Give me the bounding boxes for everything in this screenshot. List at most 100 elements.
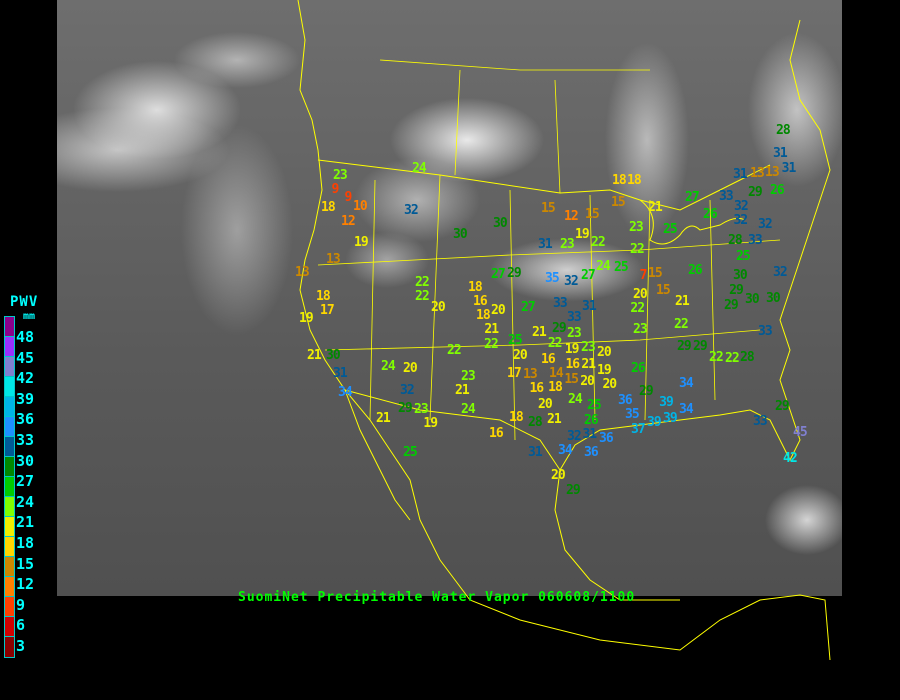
station-pwv-value: 13	[750, 165, 765, 181]
station-pwv-value: 29	[552, 320, 567, 336]
color-scale-label: 45	[16, 348, 35, 367]
station-pwv-value: 32	[404, 202, 419, 218]
station-pwv-value: 15	[585, 206, 600, 222]
color-scale-swatch	[5, 597, 14, 617]
station-pwv-value: 34	[338, 384, 353, 400]
station-pwv-value: 21	[455, 382, 470, 398]
station-pwv-value: 18	[316, 288, 331, 304]
station-pwv-value: 26	[770, 182, 785, 198]
station-pwv-value: 29	[748, 184, 763, 200]
color-scale-swatch	[5, 477, 14, 497]
station-pwv-value: 29	[507, 265, 522, 281]
color-scale-label: 3	[16, 637, 26, 655]
station-pwv-value: 32	[567, 428, 582, 444]
station-pwv-value: 24	[412, 160, 427, 176]
color-scale-swatch	[5, 577, 14, 597]
color-scale-swatch	[5, 377, 14, 397]
color-scale-swatch	[5, 617, 14, 637]
station-pwv-value: 18	[468, 279, 483, 295]
color-scale-swatch	[5, 337, 14, 357]
station-pwv-value: 21	[675, 293, 690, 309]
station-pwv-value: 23	[560, 236, 575, 252]
station-pwv-value: 31	[781, 160, 797, 176]
station-pwv-value: 31	[333, 365, 348, 381]
station-pwv-value: 21	[376, 410, 391, 426]
station-pwv-value: 24	[381, 358, 396, 374]
color-scale-swatch	[5, 537, 14, 557]
station-pwv-value: 15	[656, 282, 671, 298]
station-pwv-value: 23	[414, 401, 429, 417]
color-scale-swatch	[5, 457, 14, 477]
station-pwv-value: 18	[321, 199, 336, 215]
station-pwv-value: 29	[724, 297, 739, 313]
station-pwv-value: 23	[461, 368, 476, 384]
color-scale-label: 21	[16, 513, 35, 532]
mexico-east-coast	[554, 469, 680, 601]
station-pwv-value: 29	[677, 338, 692, 354]
color-scale-swatch	[5, 317, 14, 337]
station-pwv-value: 27	[685, 189, 700, 205]
station-pwv-value: 16	[541, 351, 556, 367]
station-pwv-value: 23	[633, 321, 648, 337]
station-pwv-value: 16	[489, 425, 504, 441]
station-pwv-value: 19	[575, 226, 590, 242]
station-pwv-value: 24	[596, 258, 611, 274]
station-pwv-value: 25	[403, 444, 418, 460]
color-scale-swatch	[5, 517, 14, 537]
station-pwv-value: 20	[538, 396, 553, 412]
station-pwv-value: 26	[631, 360, 646, 376]
station-pwv-value: 20	[491, 302, 506, 318]
station-pwv-value: 22	[415, 288, 430, 304]
station-pwv-value: 35	[545, 270, 560, 286]
color-scale-label: 42	[16, 369, 35, 388]
station-pwv-value: 30	[493, 215, 508, 231]
station-pwv-value: 23	[333, 167, 348, 183]
station-pwv-value: 39	[659, 395, 674, 411]
station-pwv-value: 34	[679, 401, 694, 417]
station-pwv-value: 15	[611, 194, 626, 210]
station-pwv-value: 10	[353, 198, 368, 214]
station-pwv-value: 9	[344, 189, 353, 205]
station-pwv-value: 31	[733, 166, 748, 182]
station-pwv-value: 21	[648, 199, 663, 215]
us-mexico-border	[344, 389, 561, 471]
station-pwv-value: 24	[461, 401, 476, 417]
color-scale-bar	[4, 316, 15, 658]
station-pwv-value: 26	[584, 412, 599, 428]
station-pwv-value: 31	[582, 298, 597, 314]
station-pwv-value: 45	[793, 424, 808, 440]
station-pwv-value: 33	[758, 323, 773, 339]
station-pwv-value: 25	[508, 332, 523, 348]
station-pwv-value: 9	[331, 181, 340, 197]
station-pwv-value: 32	[400, 382, 415, 398]
station-pwv-value: 20	[403, 360, 418, 376]
color-scale-swatch	[5, 637, 14, 657]
station-pwv-value: 17	[507, 365, 522, 381]
station-pwv-value: 33	[748, 232, 763, 248]
station-pwv-value: 17	[320, 303, 335, 319]
station-pwv-value: 31	[538, 236, 553, 252]
map-caption: SuomiNet Precipitable Water Vapor 060608…	[238, 590, 636, 605]
station-pwv-value: 28	[528, 414, 543, 430]
station-pwv-value: 31	[582, 427, 597, 443]
station-pwv-value: 25	[663, 221, 678, 237]
color-scale-swatch	[5, 397, 14, 417]
color-scale-label: 6	[16, 616, 26, 635]
station-pwv-value: 27	[581, 267, 596, 283]
great-lakes	[639, 199, 746, 245]
station-pwv-value: 34	[679, 375, 694, 391]
baja-coast	[344, 389, 411, 521]
station-pwv-value: 25	[587, 397, 602, 413]
station-pwv-value: 19	[564, 341, 580, 357]
color-scale-swatch	[5, 437, 14, 457]
station-pwv-value: 20	[513, 347, 528, 363]
station-pwv-value: 29	[729, 283, 744, 299]
station-pwv-value: 20	[597, 344, 612, 360]
color-scale-swatch	[5, 417, 14, 437]
station-pwv-value: 18	[627, 172, 642, 188]
station-pwv-value: 7	[639, 268, 648, 284]
station-pwv-value: 36	[584, 444, 599, 460]
station-pwv-value: 29	[398, 400, 413, 416]
station-pwv-value: 20	[602, 377, 617, 393]
station-pwv-value: 31	[773, 145, 788, 161]
